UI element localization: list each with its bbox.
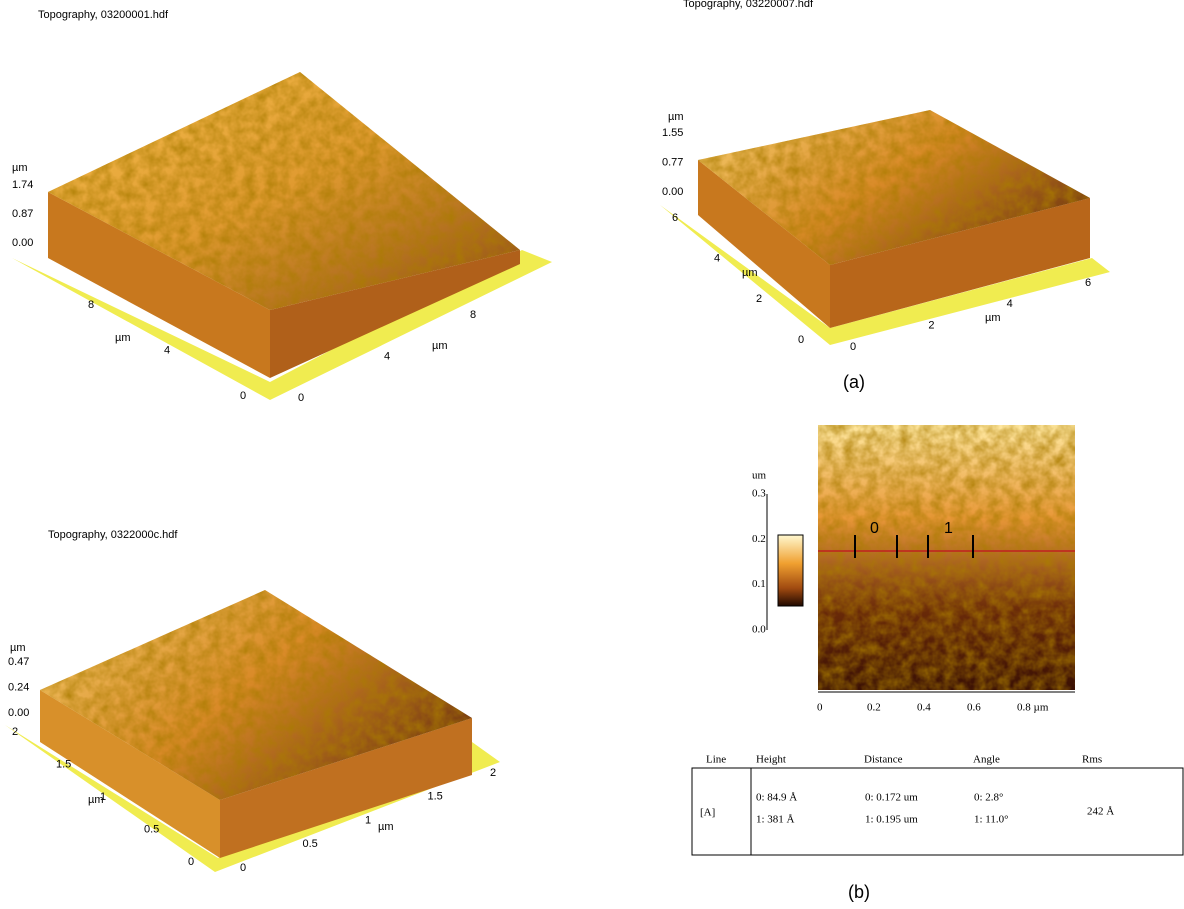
y-unit: um [752, 470, 767, 482]
caption: (b) [848, 882, 870, 902]
x-tick-label: 0.2 [867, 702, 881, 714]
table-header: Angle [973, 754, 1000, 766]
y-unit: µm [115, 332, 131, 344]
x-tick-label: 0.4 [917, 702, 931, 714]
table-header: Rms [1082, 754, 1102, 766]
x-tick-label: 4 [384, 350, 390, 362]
y-tick-label: 0.1 [752, 578, 766, 590]
table-header: Height [756, 754, 786, 766]
y-tick-label: 0 [188, 856, 194, 868]
surface-2 [660, 110, 1110, 345]
x-tick-label: 0 [817, 702, 823, 714]
z-unit: µm [12, 162, 28, 174]
y-tick-label: 1.5 [56, 758, 71, 770]
x-tick-label: 2 [928, 320, 934, 332]
z-unit: µm [668, 111, 684, 123]
y-tick-label: 1 [100, 791, 106, 803]
x-tick-label: 1.5 [428, 791, 443, 803]
y-tick-label: 0.5 [144, 823, 159, 835]
surface-3 [5, 590, 500, 872]
x-tick-label: 0.6 [967, 702, 981, 714]
y-tick-label: 2 [12, 726, 18, 738]
table-header: Line [706, 754, 726, 766]
marker-label: 0 [870, 520, 879, 537]
x-unit: µm [432, 340, 448, 352]
z-unit: µm [10, 642, 26, 654]
cell-distance: 0: 0.172 um [865, 792, 918, 804]
cell-rms: 242 Å [1087, 806, 1114, 818]
y-unit: µm [742, 267, 758, 279]
cell-angle: 1: 11.0° [974, 814, 1009, 826]
x-unit: µm [985, 312, 1001, 324]
cell-angle: 0: 2.8° [974, 792, 1003, 804]
x-tick-label: 2 [490, 767, 496, 779]
marker-label: 1 [944, 520, 953, 537]
y-tick-label: 0.2 [752, 533, 766, 545]
z-tick-label: 0.00 [662, 186, 683, 198]
figure: (a) (b) Topography, 03200001.hdf µm 1.74 0.… [0, 0, 1184, 909]
x-tick-label: 0.8 µm [1017, 702, 1049, 714]
height-map [767, 425, 1075, 692]
panel-title: Topography, 0322000c.hdf [48, 529, 178, 541]
row-line: [A] [700, 807, 715, 819]
x-tick-label: 0 [298, 392, 304, 404]
y-tick-label: 4 [164, 344, 170, 356]
x-tick-label: 0.5 [303, 838, 318, 850]
x-tick-label: 8 [470, 309, 476, 321]
panel-title: Topography, 03220007.hdf [683, 0, 814, 10]
z-tick-label: 0.87 [12, 208, 33, 220]
x-tick-label: 6 [1085, 277, 1091, 289]
cell-height: 0: 84.9 Å [756, 792, 797, 804]
y-tick-label: 0.3 [752, 488, 766, 500]
panel-title: Topography, 03200001.hdf [38, 9, 169, 21]
y-tick-label: 0 [240, 390, 246, 402]
x-unit: µm [378, 821, 394, 833]
caption: (a) [843, 372, 865, 392]
y-tick-label: 6 [672, 212, 678, 224]
z-tick-label: 0.00 [12, 237, 33, 249]
y-tick-label: 8 [88, 299, 94, 311]
table-header: Distance [864, 754, 903, 766]
z-tick-label: 0.00 [8, 707, 29, 719]
x-tick-label: 0 [240, 862, 246, 874]
z-tick-label: 0.24 [8, 681, 29, 693]
z-tick-label: 1.55 [662, 127, 683, 139]
x-tick-label: 4 [1007, 298, 1013, 310]
cell-height: 1: 381 Å [756, 814, 795, 826]
y-tick-label: 4 [714, 253, 720, 265]
z-tick-label: 1.74 [12, 179, 33, 191]
cell-distance: 1: 0.195 um [865, 814, 918, 826]
z-tick-label: 0.47 [8, 656, 29, 668]
y-tick-label: 2 [756, 293, 762, 305]
x-tick-label: 0 [850, 341, 856, 353]
x-tick-label: 1 [365, 814, 371, 826]
y-tick-label: 0.0 [752, 624, 766, 636]
z-tick-label: 0.77 [662, 156, 683, 168]
y-tick-label: 0 [798, 334, 804, 346]
surface-1 [12, 72, 552, 400]
